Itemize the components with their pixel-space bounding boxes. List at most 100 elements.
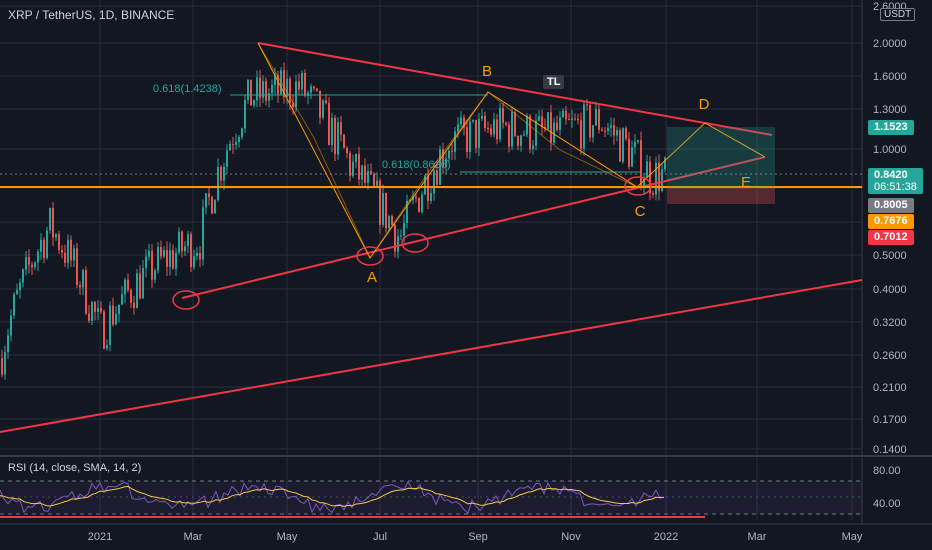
x-tick-label: 2022: [654, 531, 678, 543]
candle-body: [478, 118, 480, 148]
candle-body: [604, 130, 606, 132]
candle-body: [367, 171, 369, 183]
candle-body: [592, 125, 594, 138]
candle-body: [34, 262, 36, 268]
candle-body: [370, 171, 372, 174]
fib-label: 0.618(0.8626): [382, 159, 451, 171]
candle-body: [286, 78, 288, 98]
candle-body: [610, 125, 612, 128]
x-tick-label: May: [277, 531, 298, 543]
candle-body: [115, 313, 117, 325]
candle-body: [574, 118, 576, 120]
candle-body: [388, 216, 390, 229]
candle-body: [226, 150, 228, 167]
candle-body: [79, 284, 81, 288]
candle-body: [217, 166, 219, 200]
candle-body: [292, 102, 294, 108]
candle-body: [349, 153, 351, 176]
candle-body: [214, 199, 216, 214]
candle-body: [448, 150, 450, 159]
candle-body: [643, 177, 645, 186]
candle-body: [232, 143, 234, 145]
candle-body: [298, 81, 300, 90]
x-tick-label: Nov: [561, 531, 581, 543]
tl-badge[interactable]: TL: [543, 75, 565, 89]
candle-body: [475, 119, 477, 148]
candle-body: [613, 125, 615, 136]
candle-body: [652, 193, 654, 195]
candle-body: [148, 250, 150, 257]
candle-body: [595, 109, 597, 126]
candle-body: [310, 86, 312, 93]
candle-body: [646, 161, 648, 178]
candle-body: [316, 88, 318, 91]
candle-body: [268, 93, 270, 101]
candle-body: [37, 251, 39, 263]
candle-body: [664, 157, 666, 170]
position-target-zone: [667, 127, 775, 187]
candle-body: [28, 257, 30, 265]
candle-body: [118, 304, 120, 314]
x-tick-label: Mar: [184, 531, 203, 543]
rsi-line: [0, 480, 665, 514]
candle-body: [271, 85, 273, 94]
candle-body: [472, 119, 474, 122]
candle-body: [40, 239, 42, 252]
candle-body: [523, 134, 525, 136]
candle-body: [463, 117, 465, 128]
candle-body: [601, 129, 603, 131]
candle-body: [1, 358, 3, 375]
candle-body: [313, 86, 315, 89]
candle-body: [466, 127, 468, 152]
position-stop-zone: [667, 187, 775, 204]
candle-body: [160, 247, 162, 257]
candle-body: [304, 72, 306, 96]
candle-body: [589, 105, 591, 138]
candle-body: [223, 166, 225, 181]
candle-body: [250, 79, 252, 106]
candle-body: [307, 92, 309, 96]
candle-body: [457, 124, 459, 132]
y-tick-label: 1.6000: [873, 71, 907, 83]
candle-body: [151, 250, 153, 280]
rsi-indicator-title[interactable]: RSI (14, close, SMA, 14, 2): [8, 462, 142, 474]
candle-body: [322, 100, 324, 118]
candle-body: [451, 150, 453, 152]
chart-title: XRP / TetherUS, 1D, BINANCE: [8, 8, 175, 22]
candle-body: [394, 224, 396, 252]
candle-body: [121, 294, 123, 305]
candle-body: [256, 77, 258, 101]
candle-body: [415, 196, 417, 198]
candle-body: [562, 110, 564, 118]
candle-body: [442, 149, 444, 167]
candle-body: [352, 161, 354, 176]
candle-body: [205, 193, 207, 208]
candle-body: [58, 234, 60, 250]
descending-trendline: [257, 42, 773, 136]
candle-body: [361, 165, 363, 180]
candle-body: [88, 313, 90, 321]
candle-body: [331, 117, 333, 146]
y-tick-label: 1.0000: [873, 144, 907, 156]
y-tick-label: 0.2600: [873, 350, 907, 362]
candle-body: [301, 72, 303, 90]
x-tick-label: Mar: [748, 531, 767, 543]
candle-body: [385, 193, 387, 229]
candle-body: [208, 193, 210, 197]
candle-body: [319, 90, 321, 118]
candle-body: [277, 75, 279, 94]
candle-body: [550, 112, 552, 143]
candle-body: [187, 234, 189, 247]
candle-body: [358, 153, 360, 180]
candle-body: [586, 104, 588, 106]
candle-body: [328, 102, 330, 146]
candle-body: [502, 108, 504, 123]
candle-body: [163, 250, 165, 257]
price-tag-last-countdown: 06:51:38: [874, 181, 917, 193]
candle-body: [496, 119, 498, 140]
currency-unit-badge[interactable]: USDT: [880, 8, 916, 21]
ascending-trendline: [181, 156, 766, 299]
wave-label: E: [741, 174, 751, 191]
candle-body: [154, 270, 156, 280]
